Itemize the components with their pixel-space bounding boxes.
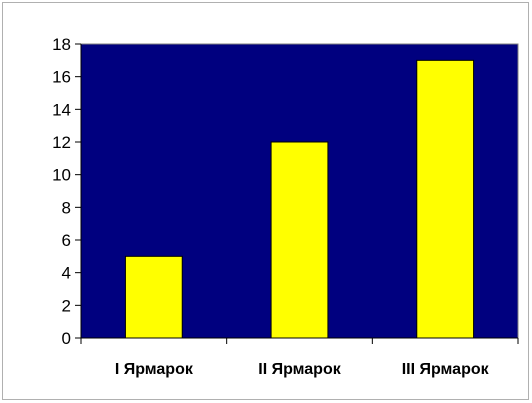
bar [124,255,183,339]
y-tick-label: 14 [52,100,71,119]
y-tick-label: 4 [62,264,71,283]
y-tick-label: 12 [52,133,71,152]
y-tick-label: 8 [62,198,71,217]
chart-frame: 0 2 4 6 8 10 12 14 16 18 I Ярмарок II Ярмарок III Я… [2,2,529,400]
x-category-label: I Ярмарок [115,361,194,378]
bar [416,59,475,339]
y-tick-label: 10 [52,166,71,185]
bar-chart: 0 2 4 6 8 10 12 14 16 18 I Ярмарок II Ярмарок III Я… [52,35,519,378]
x-axis: I Ярмарок II Ярмарок III Ярмарок [80,337,519,378]
y-tick-label: 18 [52,35,71,54]
bars [124,59,475,339]
y-tick-label: 16 [52,68,71,87]
y-tick-label: 0 [62,329,71,348]
y-tick-label: 2 [62,296,71,315]
x-category-label: II Ярмарок [258,361,341,378]
bar [270,141,329,339]
x-category-label: III Ярмарок [402,361,490,378]
y-tick-label: 6 [62,231,71,250]
y-axis: 0 2 4 6 8 10 12 14 16 18 [52,35,82,348]
